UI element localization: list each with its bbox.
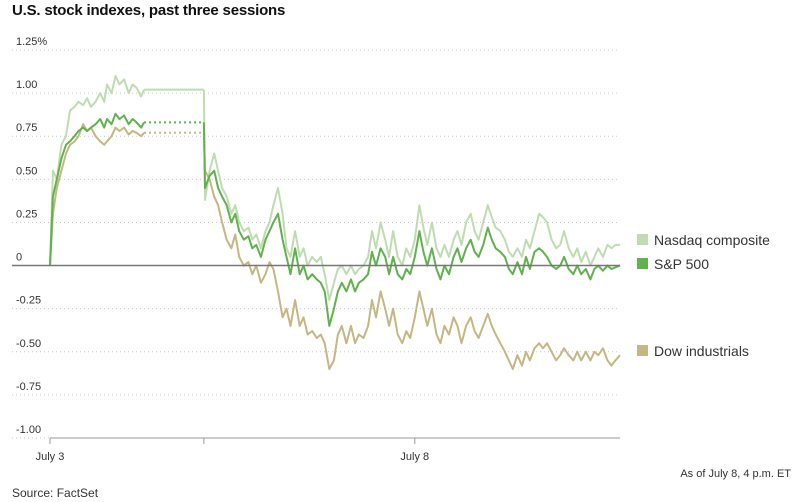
legend-label: S&P 500 xyxy=(654,256,709,272)
x-tick-label: July 3 xyxy=(36,451,65,463)
series-lines xyxy=(49,74,621,370)
x-axis: July 3 July 8 xyxy=(36,437,620,463)
y-tick-label: -0.50 xyxy=(16,338,41,350)
y-tick-label: 0.50 xyxy=(16,165,37,177)
series-line-0-post xyxy=(202,89,620,301)
legend-swatch xyxy=(637,345,648,356)
series-line-2-post xyxy=(202,132,621,370)
source-note: Source: FactSet xyxy=(12,486,99,500)
legend-label: Dow industrials xyxy=(654,343,749,359)
x-tick-label: July 8 xyxy=(400,451,429,463)
series-line-2-pre xyxy=(49,123,145,266)
y-tick-label: -1.00 xyxy=(16,424,41,436)
y-tick-label: 0.75 xyxy=(16,122,37,134)
legend-label: Nasdaq composite xyxy=(654,232,770,248)
y-axis-tick-labels: 1.25% 1.00 0.75 0.50 0.25 0 -0.25 -0.50 -0.75 -1.… xyxy=(16,36,47,436)
as-of-note: As of July 8, 4 p.m. ET xyxy=(680,468,791,480)
y-tick-label: 1.00 xyxy=(16,79,37,91)
y-tick-label: -0.25 xyxy=(16,295,41,307)
y-tick-label: 1.25% xyxy=(16,36,47,48)
series-line-1-post xyxy=(202,122,621,327)
series-line-1-pre xyxy=(49,112,145,266)
y-tick-label: -0.75 xyxy=(16,381,41,393)
series-line-0-pre xyxy=(49,74,146,266)
chart-title: U.S. stock indexes, past three sessions xyxy=(12,2,286,19)
y-tick-label: 0.25 xyxy=(16,208,37,220)
y-tick-label: 0 xyxy=(16,252,22,264)
legend: Nasdaq composite S&P 500 Dow industrials xyxy=(637,232,770,359)
legend-swatch xyxy=(637,258,648,269)
legend-swatch xyxy=(637,234,648,245)
